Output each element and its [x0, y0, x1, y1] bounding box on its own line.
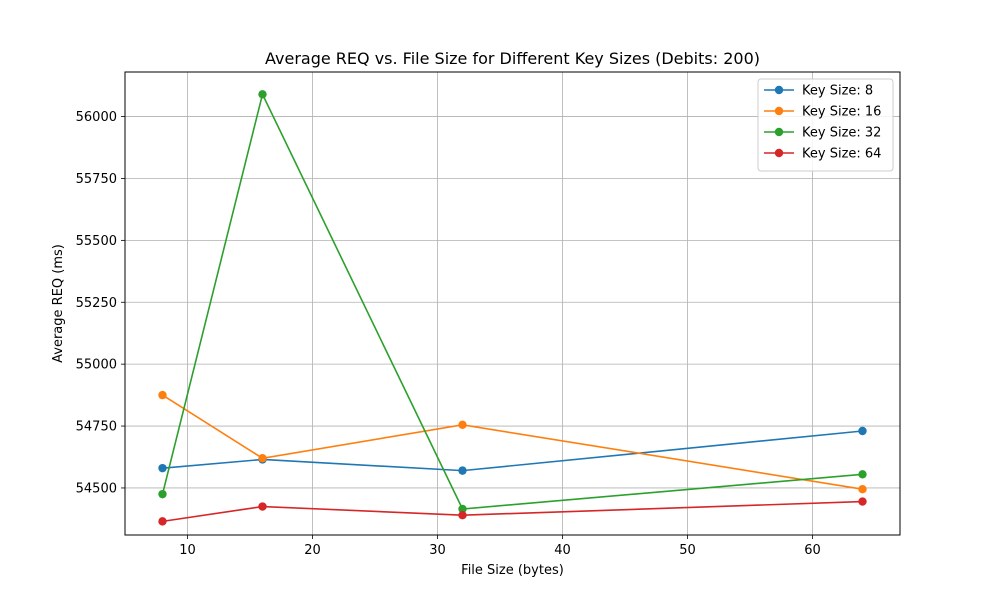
series-group	[158, 90, 867, 526]
x-tick-label: 40	[554, 543, 571, 558]
y-tick-label: 54500	[76, 481, 117, 496]
x-axis: 10 20 30 40 50 60	[179, 535, 821, 558]
series-line-2	[162, 394, 863, 490]
x-tick-label: 20	[304, 543, 321, 558]
data-point	[258, 90, 267, 99]
series-line-4	[162, 500, 863, 523]
data-point	[858, 470, 867, 479]
legend-label: Key Size: 64	[802, 147, 881, 162]
y-tick-label: 55250	[76, 296, 117, 311]
data-point	[458, 510, 467, 520]
y-tick-label: 55750	[76, 172, 117, 187]
y-tick-label: 55000	[76, 358, 117, 373]
data-point	[458, 466, 467, 475]
legend-label: Key Size: 16	[802, 105, 881, 120]
legend-marker	[774, 127, 784, 137]
legend-box	[757, 78, 894, 172]
plot-frame	[124, 71, 901, 536]
data-point	[158, 517, 167, 526]
data-point	[858, 497, 867, 506]
y-tick-label: 54750	[76, 420, 117, 435]
chart-title: Average REQ vs. File Size for Different …	[265, 49, 760, 68]
data-point	[458, 504, 467, 514]
y-axis-label: Average REQ (ms)	[51, 244, 66, 363]
data-point	[458, 420, 467, 430]
data-point	[158, 489, 167, 499]
y-tick-label: 55500	[76, 234, 117, 249]
y-axis: 54500 54750 55000 55250 55500 55750 56000	[76, 110, 125, 496]
data-point	[258, 502, 267, 511]
x-tick-label: 30	[429, 543, 446, 558]
legend: Key Size: 8 Key Size: 16 Key Size: 32 Key S…	[757, 78, 894, 172]
legend-marker	[774, 106, 784, 116]
data-point	[158, 390, 167, 400]
data-point	[858, 426, 867, 436]
data-point	[158, 463, 167, 473]
x-tick-label: 60	[804, 543, 821, 558]
data-point	[258, 454, 267, 463]
y-tick-label: 56000	[76, 110, 117, 125]
x-tick-label: 10	[179, 543, 196, 558]
legend-marker	[774, 85, 784, 95]
x-tick-label: 50	[679, 543, 696, 558]
legend-label: Key Size: 8	[802, 84, 873, 99]
legend-label: Key Size: 32	[802, 126, 881, 141]
series-line-3	[161, 91, 863, 510]
x-axis-label: File Size (bytes)	[461, 563, 564, 578]
series-line-1	[162, 430, 863, 472]
legend-marker	[774, 148, 784, 158]
data-point	[858, 484, 867, 494]
